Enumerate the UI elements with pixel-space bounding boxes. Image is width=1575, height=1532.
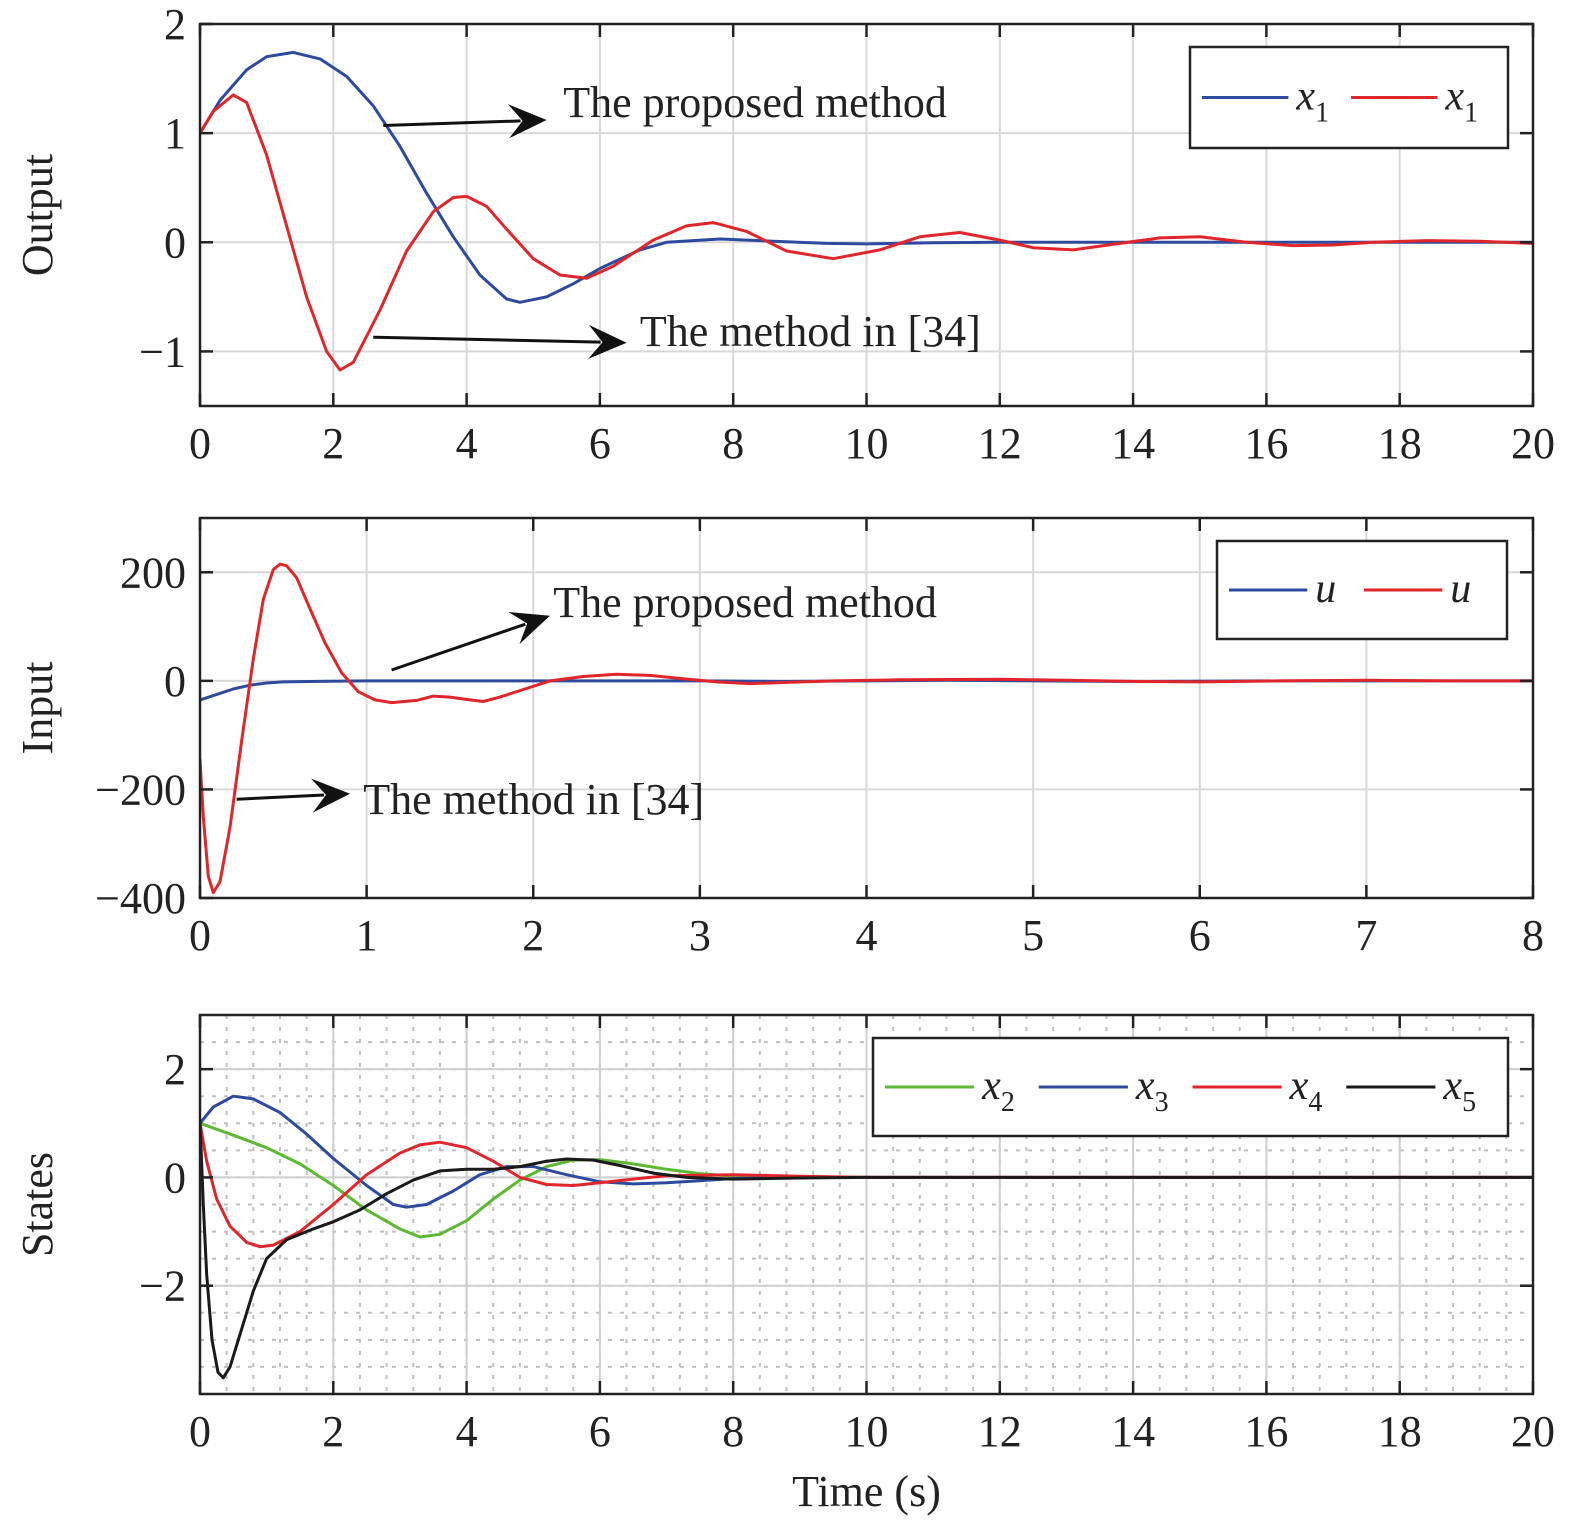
y-tick-label: 0 [164,657,186,706]
legend-label: u [1450,566,1471,612]
annotation-arrow-head [508,104,547,139]
x-tick-label: 5 [1022,911,1044,960]
annotation-arrow-shaft [383,119,521,128]
series-line-4 [200,1121,1533,1380]
annotation-arrow-head [588,324,627,359]
legend: x1 x1 [1188,45,1510,150]
annotation-text: The proposed method [563,78,947,127]
y-tick-label: 200 [120,548,186,597]
annotation-1: The proposed method [383,78,947,139]
x-tick-label: 0 [189,419,211,468]
annotation-2: The method in [34] [373,307,981,359]
legend-label-subscript: 4 [1308,1087,1322,1118]
legend-label-subscript: 5 [1462,1087,1476,1118]
x-tick-label: 12 [978,419,1022,468]
legend-label-subscript: 1 [1315,98,1329,129]
y-tick-label: 1 [164,109,186,158]
series-line-2 [200,562,1533,895]
x-tick-label: 3 [689,911,711,960]
x-tick-label: 12 [978,1407,1022,1456]
x-tick-label: 20 [1511,419,1555,468]
x-tick-label: 16 [1244,419,1288,468]
series-line-1 [200,50,1533,304]
y-tick-label: 0 [164,218,186,267]
x-tick-label: 2 [522,911,544,960]
y-tick-label: −1 [139,327,186,376]
x-tick-label: 10 [845,419,889,468]
y-tick-label: 2 [164,0,186,49]
legend-label: u [1315,566,1336,612]
x-tick-label: 0 [189,911,211,960]
series-group [200,1094,1533,1380]
legend: x2 x3 x4 x5 [871,1036,1510,1138]
x-tick-label: 6 [1189,911,1211,960]
y-tick-label: −2 [139,1262,186,1311]
series-line-2 [200,1094,1533,1209]
x-tick-label: 14 [1111,1407,1155,1456]
x-tick-label: 8 [722,1407,744,1456]
x-tick-label: 16 [1244,1407,1288,1456]
legend-label-subscript: 3 [1155,1087,1169,1118]
annotation-arrow-shaft [373,335,601,344]
x-tick-label: 20 [1511,1407,1555,1456]
x-tick-label: 7 [1355,911,1377,960]
annotation-arrow-head [311,778,350,813]
panel-states: 0 2 4 6 8 10 12 14 16 18 20 −2 0 2 States Time (s) x2 x3 x… [13,1013,1555,1516]
legend-label-subscript: 2 [1001,1087,1015,1118]
annotation-arrow-shaft [236,793,325,801]
annotation-arrow-shaft [391,622,526,672]
series-group [200,562,1533,895]
annotation-2: The method in [34] [236,775,704,824]
annotation-text: The method in [34] [640,307,981,356]
x-tick-label: 0 [189,1407,211,1456]
x-tick-label: 1 [356,911,378,960]
series-group [200,50,1533,372]
x-tick-label: 4 [856,911,878,960]
x-tick-label: 6 [589,419,611,468]
x-tick-label: 18 [1378,1407,1422,1456]
x-tick-label: 4 [456,1407,478,1456]
x-tick-label: 10 [845,1407,889,1456]
x-tick-label: 2 [322,419,344,468]
y-tick-label: 0 [164,1153,186,1202]
y-tick-label: 2 [164,1045,186,1094]
series-line-1 [200,1121,1533,1239]
panel-input: 0 1 2 3 4 5 6 7 8 −400 −200 0 200 Input The proposed m… [13,516,1544,960]
annotation-text: The proposed method [553,578,937,627]
annotation-1: The proposed method [391,578,937,672]
y-axis-label: States [13,1152,62,1257]
x-axis-label: Time (s) [792,1467,941,1516]
legend-label: x1 [1444,74,1478,129]
y-axis-label: Input [13,662,62,755]
annotation-arrow-head [508,612,550,645]
x-tick-label: 14 [1111,419,1155,468]
series-line-2 [200,93,1533,372]
x-tick-label: 8 [722,419,744,468]
y-tick-label: −200 [95,765,186,814]
y-axis-label: Output [13,154,62,276]
x-tick-label: 18 [1378,419,1422,468]
x-tick-label: 2 [322,1407,344,1456]
y-tick-label: −400 [95,874,186,923]
annotation-text: The method in [34] [363,775,704,824]
legend-label-subscript: 1 [1464,98,1478,129]
x-tick-label: 4 [456,419,478,468]
x-tick-label: 6 [589,1407,611,1456]
x-tick-label: 8 [1522,911,1544,960]
